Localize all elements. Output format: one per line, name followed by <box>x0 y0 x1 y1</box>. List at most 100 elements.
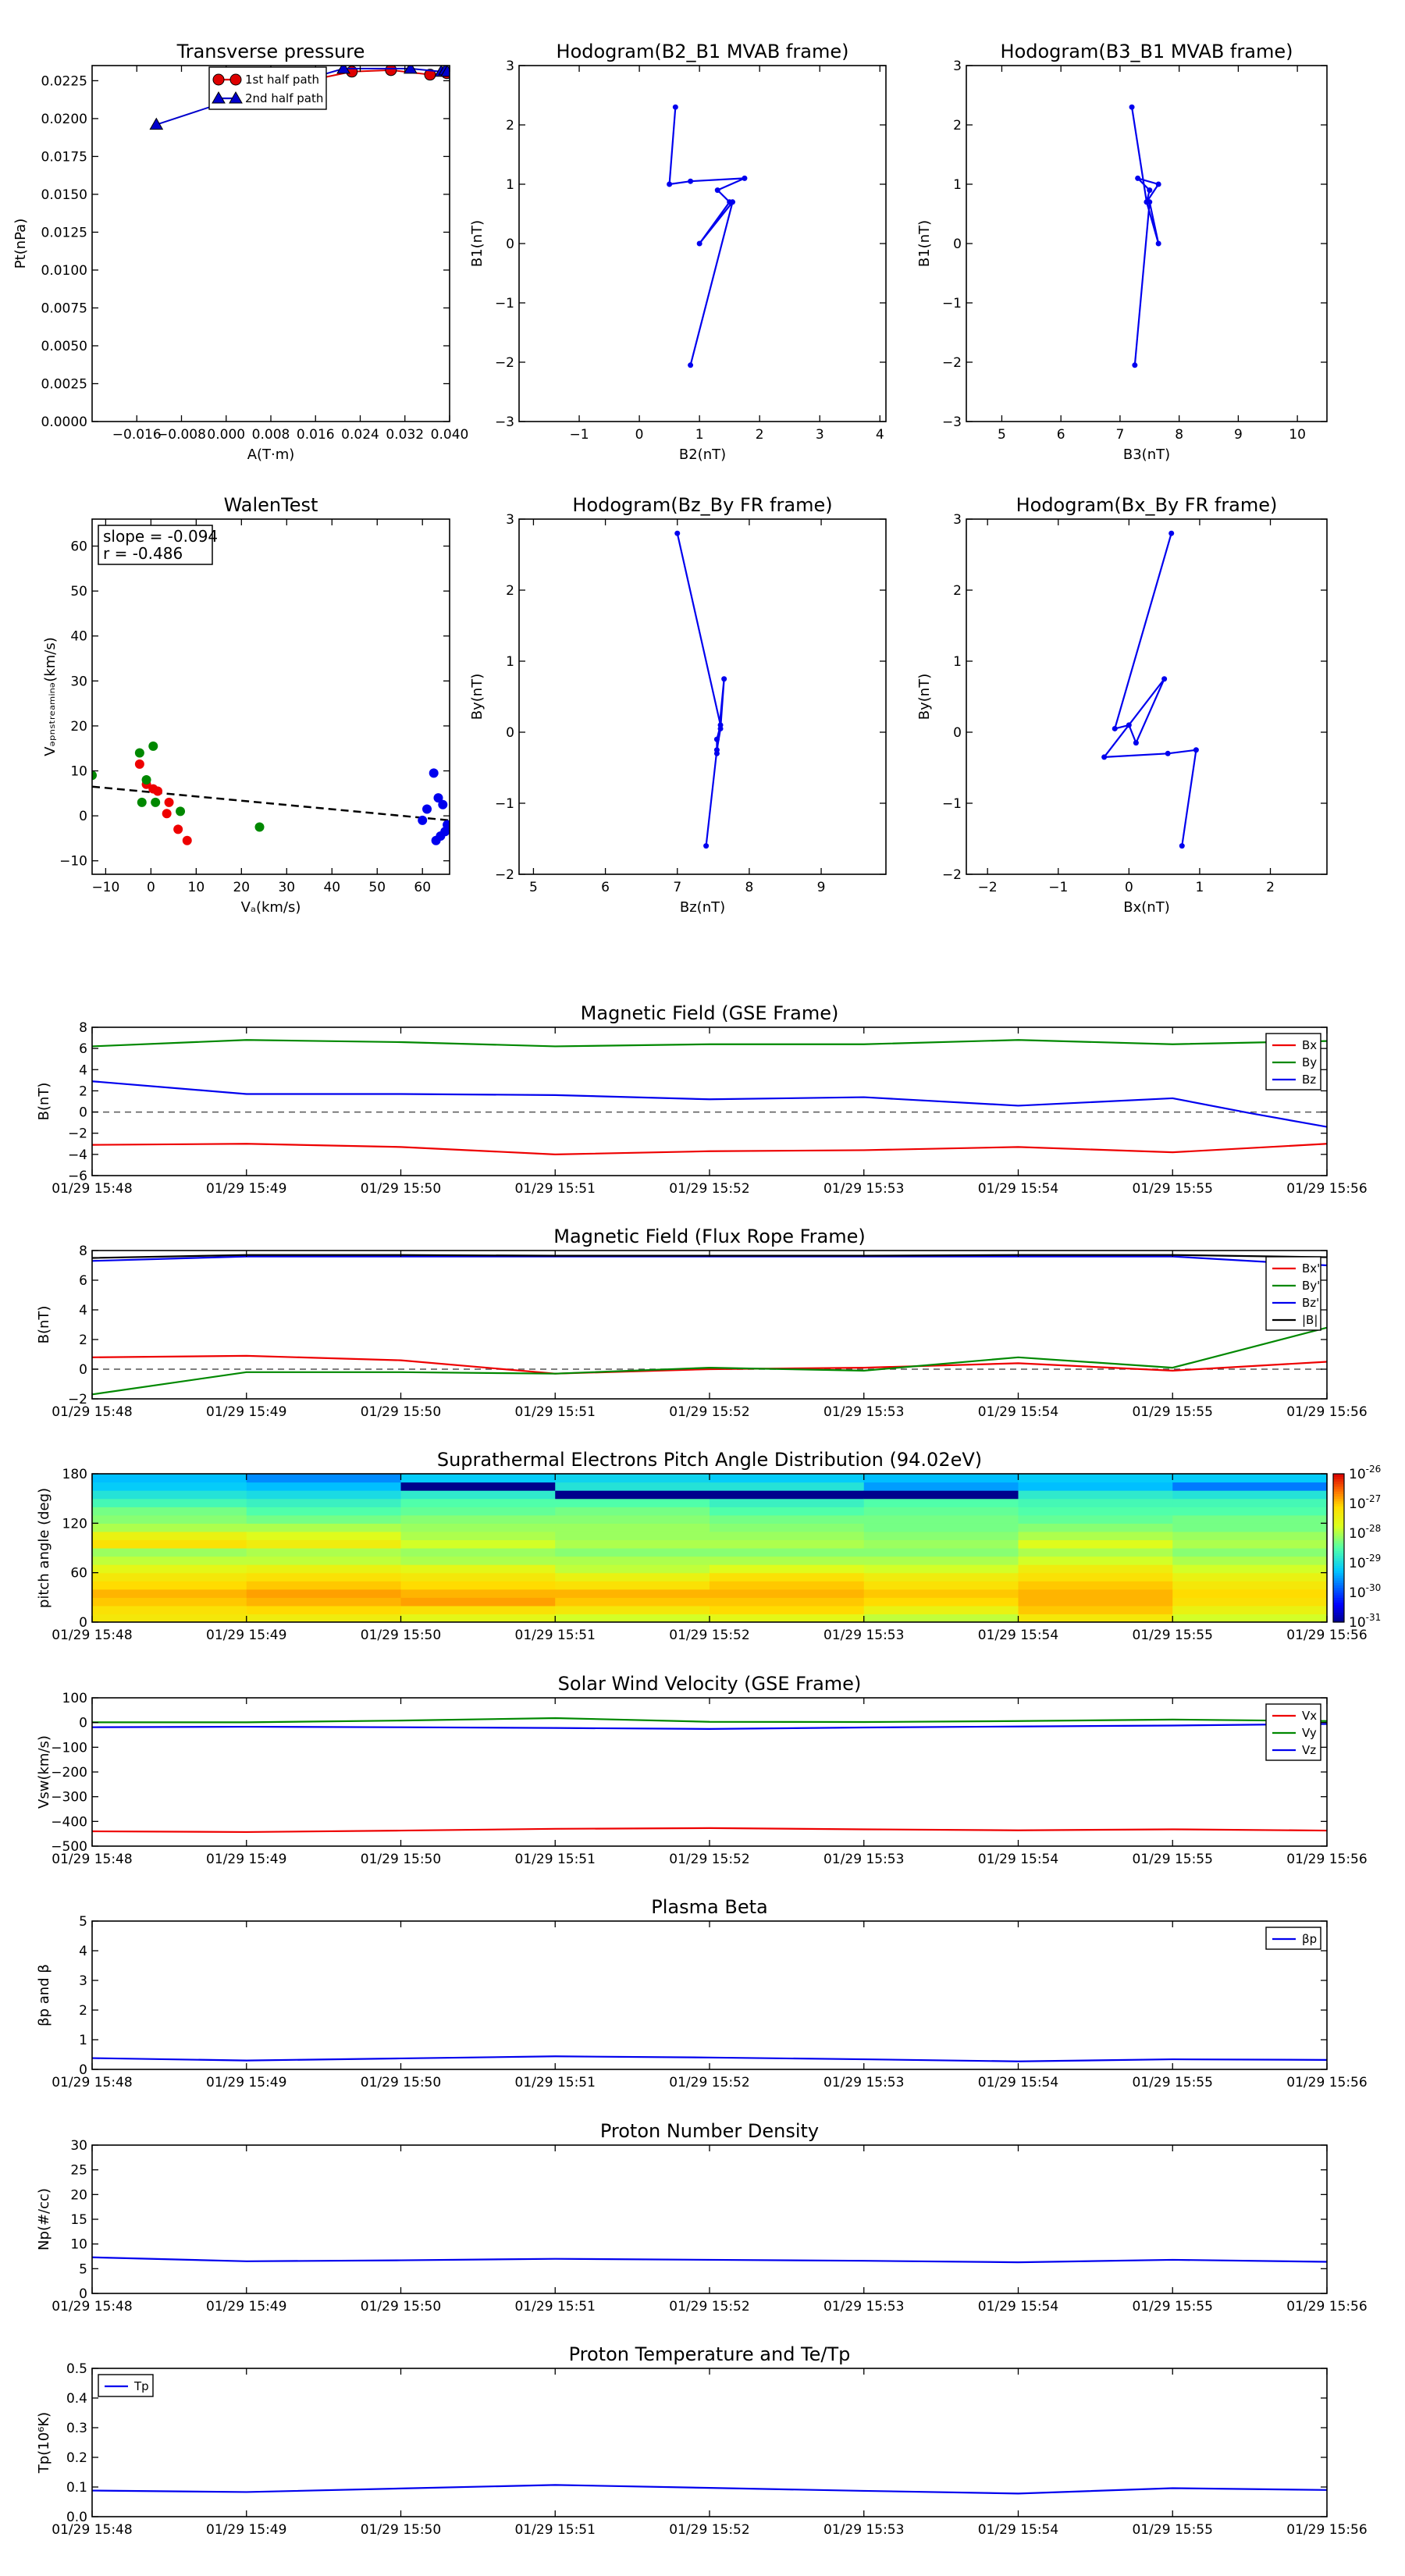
y-tick-label: 4 <box>79 1303 87 1318</box>
y-tick-label: 1 <box>953 654 962 670</box>
heatmap-cell <box>555 1548 710 1557</box>
heatmap-cell <box>555 1539 710 1549</box>
x-tick-label: 01/29 15:48 <box>52 2075 132 2090</box>
x-tick-label: 4 <box>876 427 884 443</box>
x-tick-label: 01/29 15:48 <box>52 1852 132 1867</box>
heatmap-cell <box>1172 1564 1327 1574</box>
heatmap-cell <box>400 1564 556 1574</box>
heatmap-cell <box>555 1507 710 1516</box>
axes-frame <box>966 518 1328 875</box>
colorbar-step <box>1333 1587 1344 1591</box>
x-tick-label: 01/29 15:53 <box>823 2299 904 2314</box>
colorbar-step <box>1333 1542 1344 1546</box>
axes-frame <box>518 518 887 875</box>
heatmap-cell <box>400 1474 556 1483</box>
heatmap-cell <box>710 1507 865 1516</box>
y-tick-label: 0 <box>79 1615 87 1631</box>
chart-title: Proton Number Density <box>600 2120 819 2142</box>
heatmap-cell <box>1018 1474 1173 1483</box>
x-tick-label: 01/29 15:55 <box>1133 2299 1213 2314</box>
heatmap-cell <box>92 1514 247 1524</box>
data-point <box>151 797 161 807</box>
heatmap-cell <box>710 1523 865 1532</box>
y-tick-label: 0.0 <box>66 2510 87 2525</box>
x-tick-label: 1 <box>695 427 704 443</box>
heatmap-cell <box>246 1490 402 1500</box>
heatmap-cell <box>555 1490 710 1500</box>
y-tick-label: 10 <box>70 2237 87 2253</box>
colorbar-step <box>1333 1528 1344 1532</box>
plot-area <box>92 2055 1327 2062</box>
heatmap-cell <box>863 1605 1019 1615</box>
y-tick-label: 0.0125 <box>41 225 87 240</box>
axes-frame <box>91 1920 1328 2070</box>
colorbar-tick-label: 10-31 <box>1349 1612 1381 1631</box>
legend-label: βp <box>1302 1932 1317 1946</box>
legend-label: Bx <box>1302 1038 1317 1052</box>
heatmap-cell <box>710 1589 865 1598</box>
colorbar-step <box>1333 1574 1344 1578</box>
heatmap-cell <box>1172 1539 1327 1549</box>
heatmap-cell <box>246 1581 402 1590</box>
heatmap-cell <box>1172 1531 1327 1541</box>
y-axis-label: By(nT) <box>916 674 933 720</box>
x-tick-label: 5 <box>998 427 1006 443</box>
x-tick-label: 8 <box>745 880 753 895</box>
x-tick-label: 01/29 15:51 <box>515 2075 596 2090</box>
series-tp-line <box>92 2484 1327 2495</box>
x-tick-label: 3 <box>816 427 824 443</box>
heatmap-cell <box>1018 1564 1173 1574</box>
heatmap-cell <box>246 1605 402 1615</box>
y-tick-label: 1 <box>953 177 962 193</box>
data-point <box>742 175 748 181</box>
legend-label: Bz <box>1302 1073 1316 1087</box>
data-point <box>141 775 151 785</box>
y-tick-label: 0 <box>506 237 514 252</box>
x-tick-label: 01/29 15:48 <box>52 2522 132 2538</box>
legend-marker <box>229 91 243 104</box>
heatmap-cell <box>863 1531 1019 1541</box>
y-tick-label: −2 <box>495 355 514 371</box>
data-point <box>385 66 397 76</box>
series-vy-line <box>92 1717 1327 1724</box>
heatmap-cell <box>710 1597 865 1606</box>
axes-frame <box>91 2368 1328 2517</box>
data-point <box>1147 199 1153 205</box>
heatmap-cell <box>1018 1514 1173 1524</box>
x-tick-label: 9 <box>817 880 826 895</box>
x-tick-label: 01/29 15:49 <box>206 1404 286 1420</box>
x-tick-label: 01/29 15:56 <box>1286 1628 1367 1643</box>
data-point <box>717 725 724 731</box>
x-tick-label: 01/29 15:48 <box>52 2299 132 2314</box>
heatmap-cell <box>1018 1581 1173 1590</box>
data-point <box>433 793 443 803</box>
colorbar-step <box>1333 1592 1344 1596</box>
heatmap-cell <box>863 1556 1019 1565</box>
data-point <box>1165 750 1171 756</box>
heatmap-cell <box>92 1531 247 1541</box>
heatmap-cell <box>92 1589 247 1598</box>
heatmap-cell <box>246 1539 402 1549</box>
heatmap-cell <box>863 1539 1019 1549</box>
colorbar-step <box>1333 1515 1344 1519</box>
x-axis-label: Bz(nT) <box>680 899 725 916</box>
y-tick-label: 0.0150 <box>41 187 87 203</box>
colorbar-step <box>1333 1595 1344 1598</box>
x-tick-label: 01/29 15:52 <box>669 1404 749 1420</box>
colorbar-tick-label: 10-26 <box>1349 1464 1381 1482</box>
colorbar-step <box>1333 1478 1344 1482</box>
legend-label: Tp <box>133 2379 149 2393</box>
x-tick-label: 10 <box>1289 427 1306 443</box>
data-point <box>1155 240 1161 247</box>
colorbar-step <box>1333 1503 1344 1507</box>
y-tick-label: 0.0000 <box>41 415 87 430</box>
heatmap-cell <box>555 1523 710 1532</box>
series-bx--line <box>92 1354 1327 1375</box>
x-tick-label: 01/29 15:56 <box>1286 2522 1367 2538</box>
chart-bgse: Magnetic Field (GSE Frame) −6 −4 −2 0 2 4 6 8 01/… <box>36 1002 1368 1197</box>
heatmap-cell <box>1172 1507 1327 1516</box>
chart-title: Plasma Beta <box>651 1896 767 1918</box>
heatmap-cell <box>863 1597 1019 1606</box>
y-tick-label: 50 <box>70 584 87 600</box>
